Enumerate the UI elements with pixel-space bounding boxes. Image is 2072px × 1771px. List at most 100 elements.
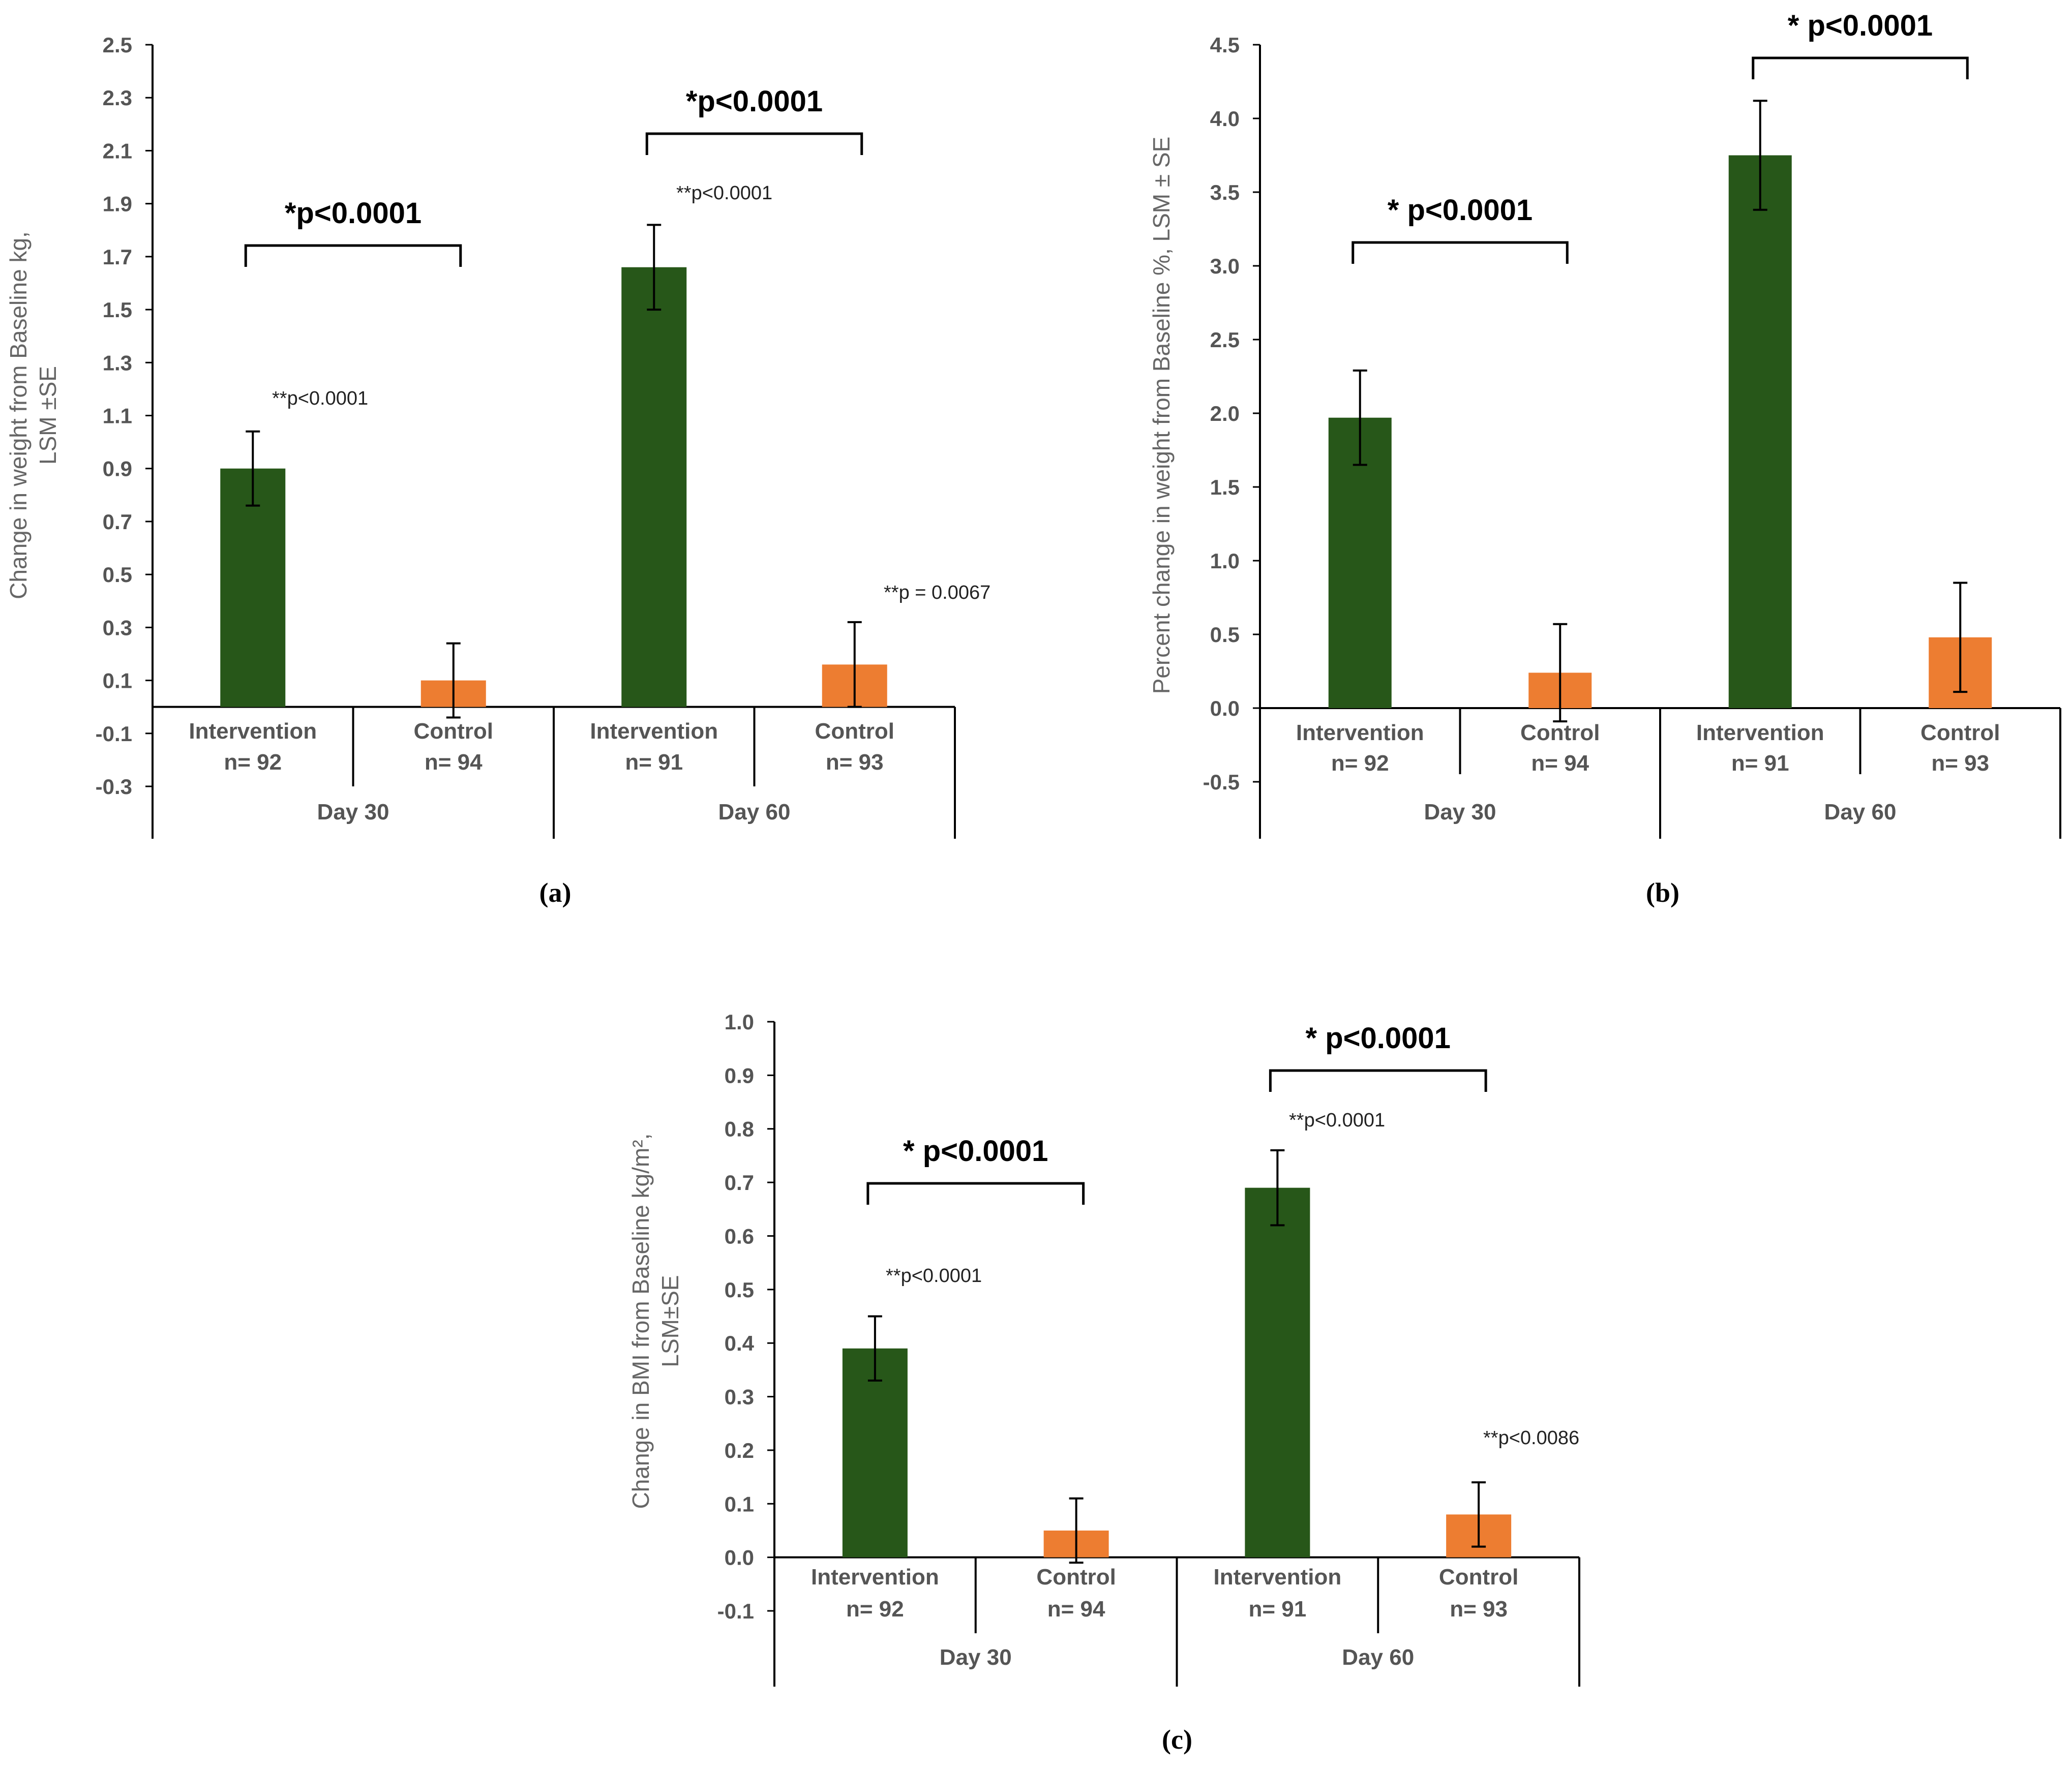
- y-tick-label: 1.9: [103, 192, 132, 216]
- category-n-label: n= 93: [826, 750, 884, 775]
- y-tick-label: 1.3: [103, 351, 132, 375]
- category-label: Control: [815, 719, 894, 744]
- category-n-label: n= 91: [625, 750, 683, 775]
- y-tick-label: -0.5: [1203, 770, 1240, 794]
- category-n-label: n= 92: [846, 1597, 904, 1622]
- y-tick-label: 1.1: [103, 404, 132, 428]
- category-n-label: n= 91: [1249, 1597, 1307, 1622]
- group-label: Day 60: [1824, 800, 1897, 825]
- bar-intervention: [1328, 417, 1392, 708]
- y-tick-label: 1.7: [103, 245, 132, 269]
- y-tick-label: 0.9: [103, 457, 132, 481]
- category-n-label: n= 94: [1047, 1597, 1105, 1622]
- p-value-annotation: **p<0.0001: [272, 388, 368, 409]
- category-n-label: n= 94: [425, 750, 483, 775]
- y-tick-label: 4.0: [1210, 107, 1240, 131]
- panel-label: (a): [539, 877, 572, 908]
- chart-panel-3: -0.1 0.0 0.1 0.2 0.3 0.4 0.5 0.6 0.7 0.8 0.9 1.0 Cha…: [627, 1010, 1580, 1755]
- category-n-label: n= 94: [1531, 751, 1589, 776]
- y-tick-label: 0.8: [725, 1117, 754, 1141]
- y-tick-label: 4.5: [1210, 33, 1240, 57]
- category-label: Control: [414, 719, 493, 744]
- p-value-annotation: **p = 0.0067: [884, 582, 990, 603]
- y-tick-label: 0.5: [725, 1278, 754, 1302]
- significance-label: * p<0.0001: [903, 1135, 1048, 1168]
- category-label: Intervention: [590, 719, 718, 744]
- y-tick-label: 0.7: [103, 510, 132, 534]
- significance-label: *p<0.0001: [686, 85, 823, 118]
- category-label: Control: [1920, 720, 2000, 745]
- bar-intervention: [1728, 155, 1792, 708]
- y-tick-label: 0.2: [725, 1439, 754, 1462]
- bar-intervention: [842, 1348, 908, 1558]
- y-tick-label: 2.5: [103, 33, 132, 57]
- category-label: Control: [1520, 720, 1600, 745]
- group-label: Day 30: [317, 800, 389, 825]
- category-label: Intervention: [811, 1565, 939, 1590]
- y-tick-label: 1.5: [1210, 475, 1240, 499]
- y-tick-label: 2.1: [103, 139, 132, 163]
- y-tick-label: 0.1: [103, 669, 132, 693]
- y-tick-label: 0.1: [725, 1492, 754, 1516]
- significance-bracket: [1269, 1069, 1487, 1092]
- y-tick-label: 0.7: [725, 1171, 754, 1195]
- chart-panel-2: -0.5 0.0 0.5 1.0 1.5 2.0 2.5 3.0 3.5 4.0 4.5 Percen…: [1148, 9, 2061, 908]
- p-value-annotation: **p<0.0086: [1483, 1427, 1579, 1449]
- panel-label: (c): [1162, 1724, 1192, 1755]
- p-value-annotation: **p<0.0001: [886, 1265, 982, 1287]
- significance-label: * p<0.0001: [1306, 1022, 1451, 1055]
- group-label: Day 30: [940, 1645, 1012, 1670]
- y-tick-label: 0.4: [725, 1331, 755, 1355]
- y-axis-title-line: Change in weight from Baseline kg,: [5, 231, 32, 599]
- p-value-annotation: **p<0.0001: [1289, 1110, 1385, 1131]
- y-tick-label: 1.0: [1210, 549, 1240, 573]
- category-label: Control: [1439, 1565, 1518, 1590]
- significance-label: *p<0.0001: [285, 197, 422, 230]
- significance-label: * p<0.0001: [1388, 194, 1533, 227]
- category-label: Intervention: [1296, 720, 1424, 745]
- group-label: Day 30: [1424, 800, 1496, 825]
- category-label: Control: [1036, 1565, 1116, 1590]
- category-label: Intervention: [189, 719, 317, 744]
- category-n-label: n= 92: [1331, 751, 1389, 776]
- category-n-label: n= 93: [1931, 751, 1989, 776]
- group-label: Day 60: [718, 800, 791, 825]
- y-tick-label: 1.5: [103, 298, 132, 322]
- y-axis-title-line: Change in BMI from Baseline kg/m²,: [627, 1134, 654, 1509]
- y-tick-label: 0.3: [103, 616, 132, 639]
- y-axis-title: Percent change in weight from Baseline %…: [1148, 137, 1175, 694]
- y-tick-label: 2.3: [103, 86, 132, 110]
- category-label: Intervention: [1696, 720, 1824, 745]
- significance-bracket: [866, 1182, 1085, 1205]
- y-tick-label: 3.5: [1210, 180, 1240, 204]
- significance-bracket: [645, 132, 863, 155]
- y-tick-label: 0.9: [725, 1063, 754, 1087]
- panel-label: (b): [1646, 877, 1679, 908]
- category-n-label: n= 93: [1450, 1597, 1508, 1622]
- bar-intervention: [621, 267, 687, 707]
- significance-label: * p<0.0001: [1788, 9, 1933, 42]
- y-axis-title: Change in BMI from Baseline kg/m², LSM±SE: [627, 1134, 683, 1509]
- y-tick-label: 0.6: [725, 1224, 754, 1248]
- y-tick-label: 0.5: [1210, 623, 1240, 647]
- significance-bracket: [1352, 241, 1569, 264]
- significance-bracket: [1752, 56, 1969, 79]
- bar-intervention: [220, 468, 286, 707]
- y-tick-label: 2.5: [1210, 328, 1240, 352]
- y-tick-label: 0.0: [725, 1546, 754, 1570]
- y-tick-label: -0.1: [96, 722, 132, 746]
- y-axis-title-line: Percent change in weight from Baseline %…: [1148, 137, 1175, 694]
- category-n-label: n= 91: [1731, 751, 1789, 776]
- y-axis-title-line: LSM ±SE: [35, 366, 61, 465]
- y-tick-label: 3.0: [1210, 254, 1240, 278]
- y-tick-label: 1.0: [725, 1010, 754, 1034]
- p-value-annotation: **p<0.0001: [676, 182, 772, 204]
- y-tick-label: -0.1: [717, 1599, 754, 1623]
- y-axis-title-line: LSM±SE: [657, 1275, 683, 1367]
- category-label: Intervention: [1213, 1565, 1341, 1590]
- category-n-label: n= 92: [224, 750, 282, 775]
- y-axis-title: Change in weight from Baseline kg, LSM ±S…: [5, 231, 61, 599]
- y-tick-label: 0.5: [103, 563, 132, 587]
- bar-intervention: [1245, 1187, 1310, 1558]
